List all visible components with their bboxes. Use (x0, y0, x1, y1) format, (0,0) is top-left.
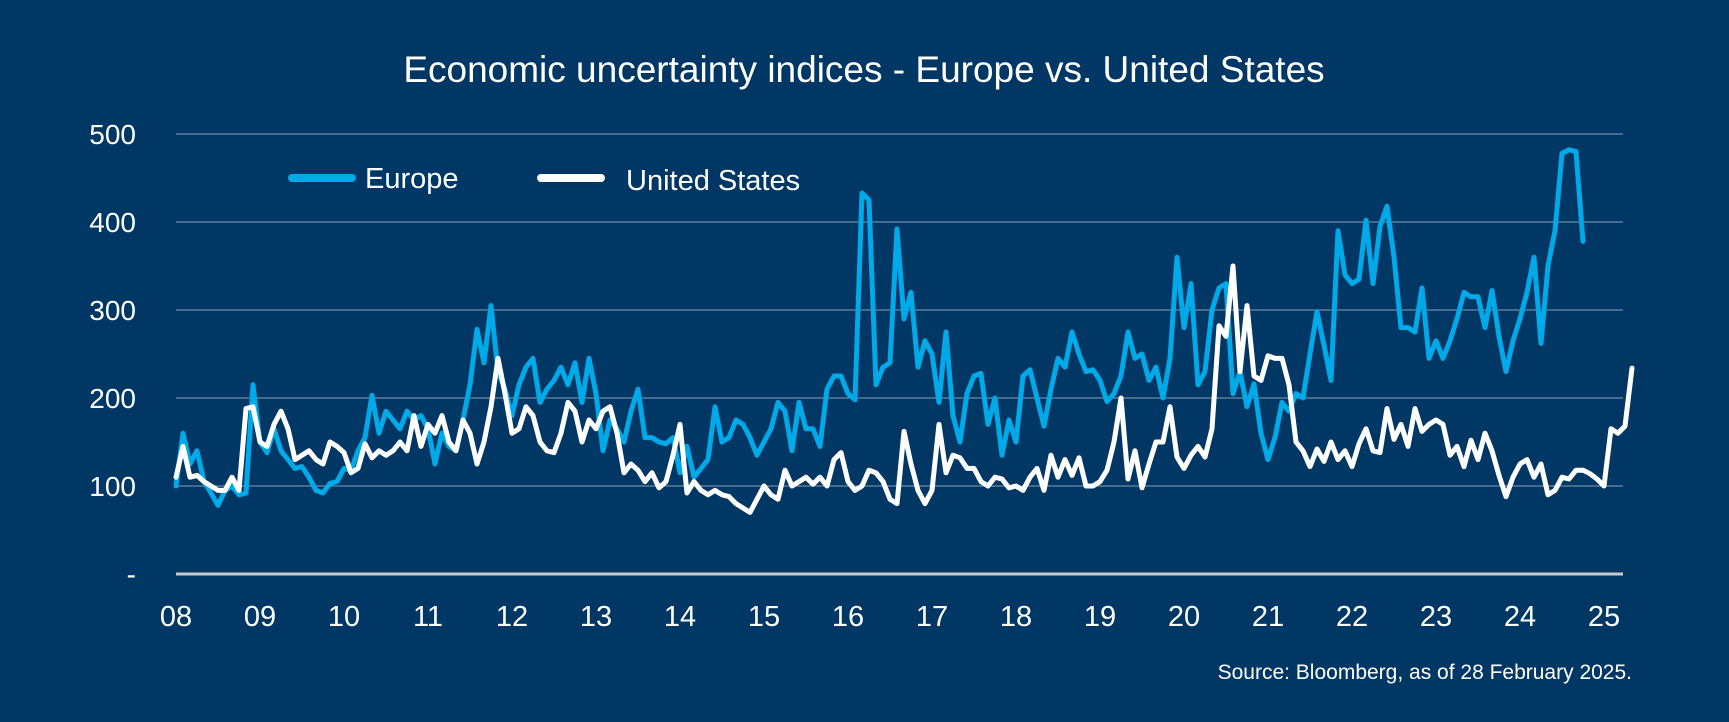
series-lines (173, 147, 1635, 515)
y-tick-label: 500 (89, 119, 136, 150)
x-tick-label: 14 (664, 601, 696, 633)
series-line-europe (173, 147, 1586, 508)
legend-label-united-states: United States (626, 165, 800, 197)
chart-title: Economic uncertainty indices - Europe vs… (403, 49, 1324, 90)
legend-item-europe[interactable]: Europe (288, 163, 459, 195)
legend-item-united-states[interactable]: United States (537, 165, 800, 197)
y-tick-label: 300 (89, 295, 136, 326)
x-tick-label: 09 (244, 601, 276, 633)
x-tick-label: 16 (832, 601, 864, 633)
y-tick-label: 200 (89, 383, 136, 414)
x-tick-label: 15 (748, 601, 780, 633)
source-note: Source: Bloomberg, as of 28 February 202… (1218, 661, 1632, 684)
legend-label-europe: Europe (365, 163, 459, 195)
y-tick-label: 400 (89, 207, 136, 238)
x-tick-label: 11 (413, 601, 443, 633)
y-tick-label: - (127, 559, 136, 590)
y-axis-ticks: - 100 200 300 400 500 (89, 119, 136, 590)
y-tick-label: 100 (89, 471, 136, 502)
series-line-united-states (173, 263, 1635, 515)
x-tick-label: 19 (1084, 601, 1116, 633)
x-tick-label: 08 (160, 601, 192, 633)
x-tick-label: 13 (580, 601, 612, 633)
x-axis-ticks: 08 09 10 11 12 13 14 15 16 17 18 19 20 21 22 23 24 25 (160, 601, 1620, 633)
x-tick-label: 17 (916, 601, 948, 633)
x-tick-label: 18 (1000, 601, 1032, 633)
x-tick-label: 25 (1588, 601, 1620, 633)
legend: Europe United States (288, 163, 800, 197)
x-tick-label: 21 (1252, 601, 1284, 633)
x-tick-label: 12 (496, 601, 528, 633)
x-tick-label: 24 (1504, 601, 1536, 633)
x-tick-label: 22 (1336, 601, 1368, 633)
x-tick-label: 23 (1420, 601, 1452, 633)
x-tick-label: 10 (328, 601, 360, 633)
x-tick-label: 20 (1168, 601, 1200, 633)
